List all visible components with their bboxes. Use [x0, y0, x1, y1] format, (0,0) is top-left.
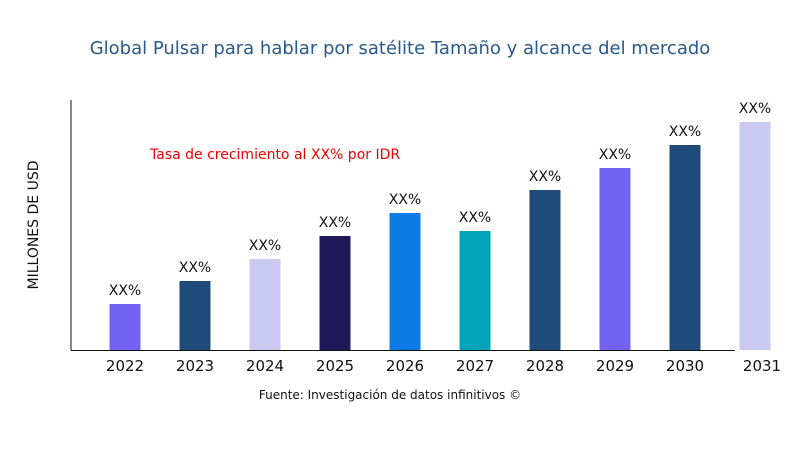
x-tick-label-2027: 2027 — [456, 357, 494, 375]
x-tick-label-2026: 2026 — [386, 357, 424, 375]
bar-2023 — [179, 281, 211, 350]
bar-2025 — [319, 236, 351, 350]
x-tick-label-2030: 2030 — [666, 357, 704, 375]
data-label-2024: XX% — [249, 238, 281, 254]
source-note: Fuente: Investigación de datos infinitiv… — [258, 388, 522, 402]
x-tick-label-2022: 2022 — [106, 357, 144, 375]
data-label-2022: XX% — [109, 283, 141, 299]
bar-2029 — [599, 168, 631, 350]
chart-title: Global Pulsar para hablar por satélite T… — [89, 38, 711, 59]
data-label-2027: XX% — [459, 210, 491, 226]
bar-2024 — [249, 259, 281, 350]
bar-2031 — [739, 122, 771, 350]
x-tick-label-2031: 2031 — [743, 357, 781, 375]
x-tick-label-2028: 2028 — [526, 357, 564, 375]
bar-2028 — [529, 190, 561, 350]
data-label-2029: XX% — [599, 147, 631, 163]
data-label-2025: XX% — [319, 215, 351, 231]
x-tick-label-2024: 2024 — [246, 357, 284, 375]
data-label-2026: XX% — [389, 192, 421, 208]
bar-2030 — [669, 145, 701, 350]
growth-annotation: Tasa de crecimiento al XX% por IDR — [150, 147, 401, 163]
x-tick-label-2029: 2029 — [596, 357, 634, 375]
data-label-2031: XX% — [739, 101, 771, 117]
bar-2026 — [389, 213, 421, 350]
data-label-2030: XX% — [669, 124, 701, 140]
data-label-2023: XX% — [179, 260, 211, 276]
x-tick-label-2023: 2023 — [176, 357, 214, 375]
x-tick-label-2025: 2025 — [316, 357, 354, 375]
data-label-2028: XX% — [529, 169, 561, 185]
bar-2022 — [109, 304, 141, 350]
bar-2027 — [459, 231, 491, 350]
